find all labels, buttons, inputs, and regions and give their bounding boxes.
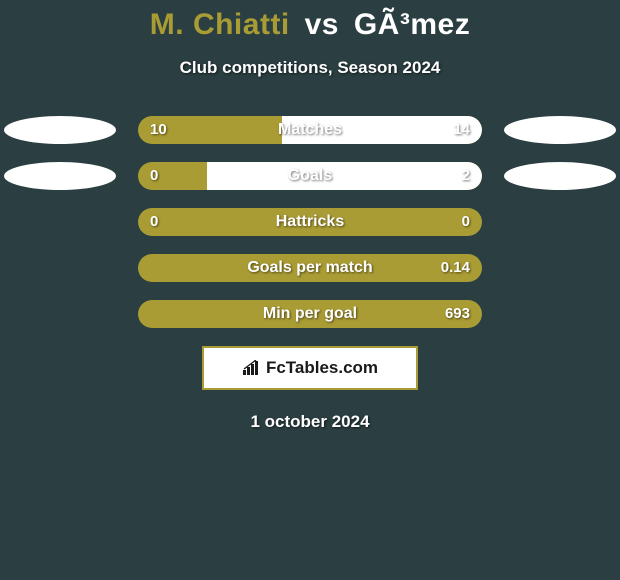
stat-row: 1014Matches xyxy=(0,116,620,144)
stat-row: 02Goals xyxy=(0,162,620,190)
bar-right-fill xyxy=(207,162,482,190)
logo-text: FcTables.com xyxy=(266,358,378,378)
stats-comparison-card: M. Chiatti vs GÃ³mez Club competitions, … xyxy=(0,0,620,432)
player-right-oval xyxy=(504,116,616,144)
stat-label: Hattricks xyxy=(138,208,482,236)
vs-label: vs xyxy=(305,8,339,41)
stat-bar: 693Min per goal xyxy=(138,300,482,328)
stat-label: Min per goal xyxy=(138,300,482,328)
stat-bar: 0.14Goals per match xyxy=(138,254,482,282)
player-right-name: GÃ³mez xyxy=(354,8,470,41)
player-right-oval xyxy=(504,162,616,190)
stat-right-value: 0 xyxy=(462,208,470,236)
stat-left-value: 0 xyxy=(150,208,158,236)
logo: FcTables.com xyxy=(242,358,378,378)
bar-chart-icon xyxy=(242,360,262,376)
stat-bar: 02Goals xyxy=(138,162,482,190)
stat-left-value: 0 xyxy=(150,162,158,190)
stat-left-value: 10 xyxy=(150,116,167,144)
footer-date: 1 october 2024 xyxy=(0,412,620,432)
stat-bar: 0 0Hattricks xyxy=(138,208,482,236)
stat-right-value: 693 xyxy=(445,300,470,328)
logo-box: FcTables.com xyxy=(202,346,418,390)
page-title: M. Chiatti vs GÃ³mez xyxy=(0,8,620,42)
stat-right-value: 14 xyxy=(453,116,470,144)
subtitle: Club competitions, Season 2024 xyxy=(0,58,620,78)
player-left-oval xyxy=(4,162,116,190)
player-left-oval xyxy=(4,116,116,144)
stat-bar: 1014Matches xyxy=(138,116,482,144)
stat-row: 693Min per goal xyxy=(0,300,620,328)
stat-right-value: 2 xyxy=(462,162,470,190)
stat-row: 0 0Hattricks xyxy=(0,208,620,236)
player-left-name: M. Chiatti xyxy=(150,8,290,41)
stat-row: 0.14Goals per match xyxy=(0,254,620,282)
bars-host: 1014Matches02Goals00Hattricks0.14Goals p… xyxy=(0,116,620,328)
stat-right-value: 0.14 xyxy=(441,254,470,282)
stat-label: Goals per match xyxy=(138,254,482,282)
